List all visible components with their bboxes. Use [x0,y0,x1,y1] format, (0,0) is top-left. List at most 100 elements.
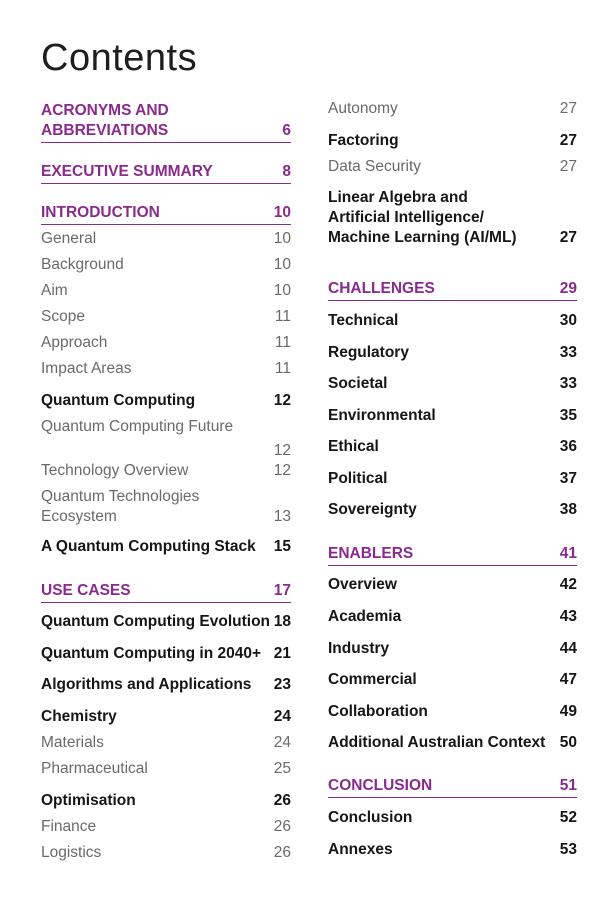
toc-entry-page-number: 35 [559,407,577,424]
toc-entry-page-number: 24 [273,708,291,725]
toc-entry[interactable]: Pharmaceutical 25 [41,759,291,779]
toc-entry[interactable]: Collaboration 49 [328,702,577,722]
toc-entry-title: Logistics [41,844,102,861]
toc-entry-title: Annexes [328,841,393,858]
toc-entry-page-number: 38 [559,501,577,518]
toc-entry[interactable]: Sovereignty 38 [328,500,577,520]
toc-entry-title: Environmental [328,407,436,424]
toc-entry[interactable]: Overview 42 [328,575,577,595]
toc-section-heading[interactable]: USE CASES 17 [41,581,291,603]
toc-entry-page-number: 26 [273,818,291,835]
toc-entry-title: Academia [328,608,402,625]
toc-entry-title: Linear Algebra and Artificial Intelligen… [328,189,517,246]
toc-entry[interactable]: Academia 43 [328,607,577,627]
toc-entry-title: Political [328,470,388,487]
toc-entry-page-number: 29 [559,280,577,297]
toc-entry-title: Technology Overview [41,462,189,479]
toc-entry-title: Industry [328,640,390,657]
toc-entry-title: Materials [41,734,104,751]
toc-entry[interactable]: Background 10 [41,255,291,275]
toc-entry[interactable]: General 10 [41,229,291,249]
toc-entry[interactable]: A Quantum Computing Stack 15 [41,537,291,557]
toc-entry[interactable]: Aim 10 [41,281,291,301]
toc-entry[interactable]: Factoring 27 [328,131,577,151]
toc-entry-page-number: 23 [273,676,291,693]
toc-entry-title: Societal [328,375,388,392]
toc-entry[interactable]: Societal 33 [328,374,577,394]
toc-section-heading[interactable]: ACRONYMS AND ABBREVIATIONS 6 [41,101,291,143]
toc-entry-title: Sovereignty [328,501,417,518]
toc-entry[interactable]: Technical 30 [328,311,577,331]
toc-entry-title: Quantum Computing Evolution [41,613,271,630]
toc-entry-page-number: 11 [274,360,291,377]
toc-entry[interactable]: Scope 11 [41,307,291,327]
toc-section-heading[interactable]: CONCLUSION 51 [328,776,577,798]
toc-entry-title: Scope [41,308,85,325]
toc-entry-title: CONCLUSION [328,777,433,794]
toc-entry-title: Chemistry [41,708,117,725]
toc-entry-page-number: 11 [274,308,291,325]
toc-entry[interactable]: Finance 26 [41,817,291,837]
toc-entry-page-number: 18 [273,613,291,630]
toc-entry[interactable]: Approach 11 [41,333,291,353]
toc-entry[interactable]: Logistics 26 [41,843,291,863]
toc-entry-title: Factoring [328,132,399,149]
toc-entry-page-number: 33 [559,375,577,392]
toc-entry[interactable]: Environmental 35 [328,406,577,426]
toc-entry-title: Additional Australian Context [328,734,546,751]
toc-entry-page-number: 43 [559,608,577,625]
toc-entry[interactable]: Algorithms and Applications 23 [41,675,291,695]
toc-entry-page-number: 41 [559,545,577,562]
toc-entry-page-number: 10 [273,256,291,273]
toc-entry[interactable]: Industry 44 [328,639,577,659]
toc-section-heading[interactable]: ENABLERS 41 [328,544,577,566]
toc-entry-title: Finance [41,818,97,835]
toc-entry[interactable]: Commercial 47 [328,670,577,690]
toc-entry-title: Optimisation [41,792,136,809]
toc-entry[interactable]: Political 37 [328,469,577,489]
toc-entry-page-number: 21 [273,645,291,662]
toc-entry-title: A Quantum Computing Stack [41,538,256,555]
toc-entry-page-number: 27 [559,100,577,117]
toc-entry[interactable]: Quantum Computing Future 12 [41,417,291,459]
toc-entry[interactable]: Linear Algebra and Artificial Intelligen… [328,188,577,248]
toc-entry[interactable]: Impact Areas 11 [41,359,291,379]
toc-entry[interactable]: Ethical 36 [328,437,577,457]
toc-section-heading[interactable]: INTRODUCTION 10 [41,203,291,225]
toc-entry[interactable]: Technology Overview 12 [41,461,291,481]
toc-entry[interactable]: Data Security 27 [328,157,577,177]
page-title: Contents [41,37,198,79]
toc-entry-page-number: 12 [273,442,291,459]
toc-entry-page-number: 51 [559,777,577,794]
toc-section-heading[interactable]: EXECUTIVE SUMMARY 8 [41,162,291,184]
toc-entry[interactable]: Quantum Computing 12 [41,391,291,411]
toc-entry-title: Quantum Technologies Ecosystem [41,488,200,525]
toc-entry-page-number: 47 [559,671,577,688]
toc-entry[interactable]: Quantum Computing in 2040+ 21 [41,644,291,664]
toc-entry-title: ACRONYMS AND ABBREVIATIONS [41,102,169,139]
toc-entry-title: Autonomy [328,100,398,117]
toc-entry[interactable]: Regulatory 33 [328,343,577,363]
toc-entry[interactable]: Materials 24 [41,733,291,753]
toc-entry[interactable]: Quantum Computing Evolution 18 [41,612,291,632]
toc-entry-title: Conclusion [328,809,413,826]
toc-entry-page-number: 25 [273,760,291,777]
toc-entry[interactable]: Autonomy 27 [328,99,577,119]
toc-entry[interactable]: Additional Australian Context 50 [328,733,577,753]
toc-entry[interactable]: Annexes 53 [328,840,577,860]
toc-entry-page-number: 17 [273,582,291,599]
toc-section-heading[interactable]: CHALLENGES 29 [328,279,577,301]
toc-entry-title: INTRODUCTION [41,204,160,221]
toc-entry-page-number: 11 [274,334,291,351]
toc-entry[interactable]: Chemistry 24 [41,707,291,727]
toc-entry-page-number: 8 [282,163,291,180]
toc-entry-title: Technical [328,312,399,329]
toc-entry[interactable]: Conclusion 52 [328,808,577,828]
toc-entry-title: Overview [328,576,397,593]
toc-entry-title: Collaboration [328,703,428,720]
toc-entry-page-number: 42 [559,576,577,593]
toc-entry[interactable]: Optimisation 26 [41,791,291,811]
toc-entry[interactable]: Quantum Technologies Ecosystem 13 [41,487,291,527]
toc-entry-page-number: 15 [273,538,291,555]
